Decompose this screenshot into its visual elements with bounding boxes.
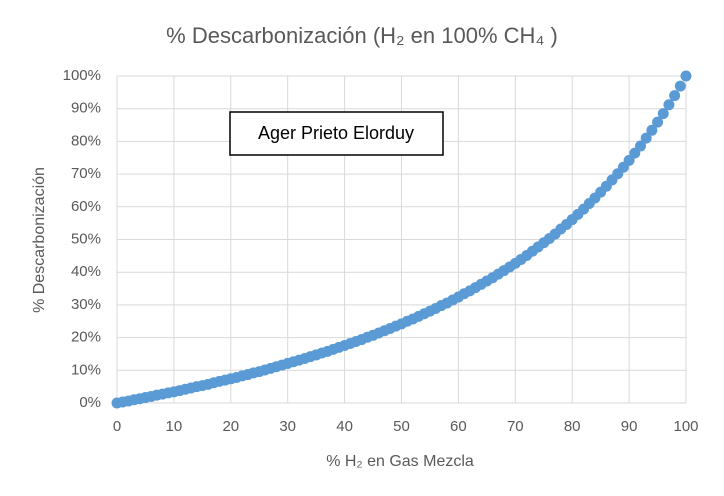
x-tick-label: 80 (564, 418, 581, 435)
x-tick-label: 60 (450, 418, 467, 435)
x-tick-label: 100 (673, 418, 698, 435)
y-tick-label: 60% (71, 198, 101, 215)
y-tick-label: 80% (71, 132, 101, 149)
y-tick-label: 30% (71, 296, 101, 313)
y-tick-label: 90% (71, 100, 101, 117)
point (634, 140, 646, 152)
annotation: Ager Prieto Elorduy (258, 123, 414, 143)
point (657, 108, 669, 120)
y-tick-label: 10% (71, 361, 101, 378)
y-tick-label: 100% (63, 67, 101, 84)
x-tick-label: 50 (393, 418, 410, 435)
point (674, 80, 686, 92)
x-tick-label: 40 (336, 418, 353, 435)
point (663, 99, 675, 111)
y-tick-label: 0% (79, 394, 101, 411)
x-tick-label: 0 (113, 418, 121, 435)
point (646, 124, 658, 136)
point (680, 70, 692, 82)
point (652, 116, 664, 128)
x-tick-label: 30 (279, 418, 296, 435)
x-tick-label: 10 (166, 418, 183, 435)
x-axis-label: % H₂ en Gas Mezcla (326, 453, 474, 470)
y-axis-label: % Descarbonización (31, 167, 48, 313)
y-tick-label: 20% (71, 329, 101, 346)
x-tick-label: 20 (222, 418, 239, 435)
x-tick-label: 70 (507, 418, 524, 435)
annotation-box (229, 111, 444, 156)
points (111, 70, 692, 409)
point (669, 90, 681, 102)
x-tick-label: 90 (621, 418, 638, 435)
point (640, 132, 652, 144)
y-tick-label: 50% (71, 230, 101, 247)
chart-title: % Descarbonización (H₂ en 100% CH₄ ) (166, 23, 558, 48)
y-tick-label: 70% (71, 165, 101, 182)
y-tick-label: 40% (71, 263, 101, 280)
